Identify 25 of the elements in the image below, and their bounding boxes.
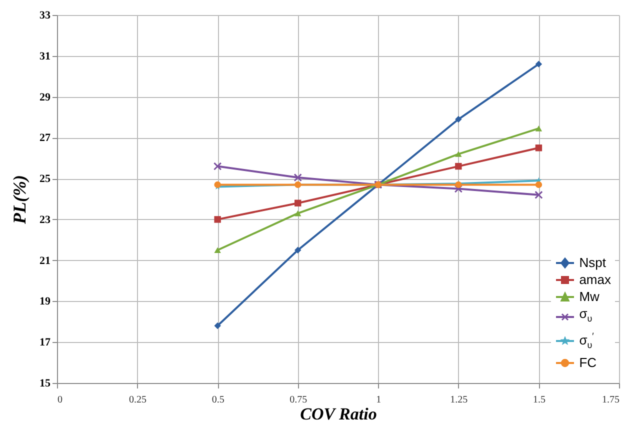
x-axis-title: COV Ratio — [300, 404, 377, 423]
y-tick-label: 27 — [40, 132, 51, 144]
y-tick-label: 33 — [40, 10, 51, 22]
y-tick-label: 29 — [40, 91, 51, 104]
legend-label: σ$_{υ}$ — [579, 305, 592, 326]
y-axis-title: PL(%) — [10, 175, 30, 225]
legend-label: FC — [579, 354, 597, 371]
y-tick-label: 25 — [40, 173, 51, 186]
legend-label: Mw — [579, 288, 600, 306]
x-tick-label: 1.75 — [602, 394, 620, 406]
legend-label: amax — [579, 271, 611, 288]
x-tick-label: 0 — [58, 394, 62, 406]
y-tick-label: 23 — [40, 214, 51, 226]
y-tick-label: 15 — [40, 378, 51, 390]
x-tick-label: 0.75 — [290, 394, 308, 406]
x-tick-label: 1.5 — [532, 394, 546, 406]
y-tick-label: 17 — [40, 336, 51, 349]
y-tick-label: 31 — [40, 50, 50, 62]
x-tick-label: 0.5 — [212, 394, 224, 406]
x-tick-label: 1 — [376, 394, 382, 406]
y-tick-label: 21 — [40, 254, 50, 267]
legend-label: Nspt — [579, 254, 606, 272]
x-tick-label: 0.25 — [129, 394, 147, 406]
y-tick-label: 19 — [40, 296, 51, 308]
x-tick-label: 1.25 — [450, 394, 468, 406]
